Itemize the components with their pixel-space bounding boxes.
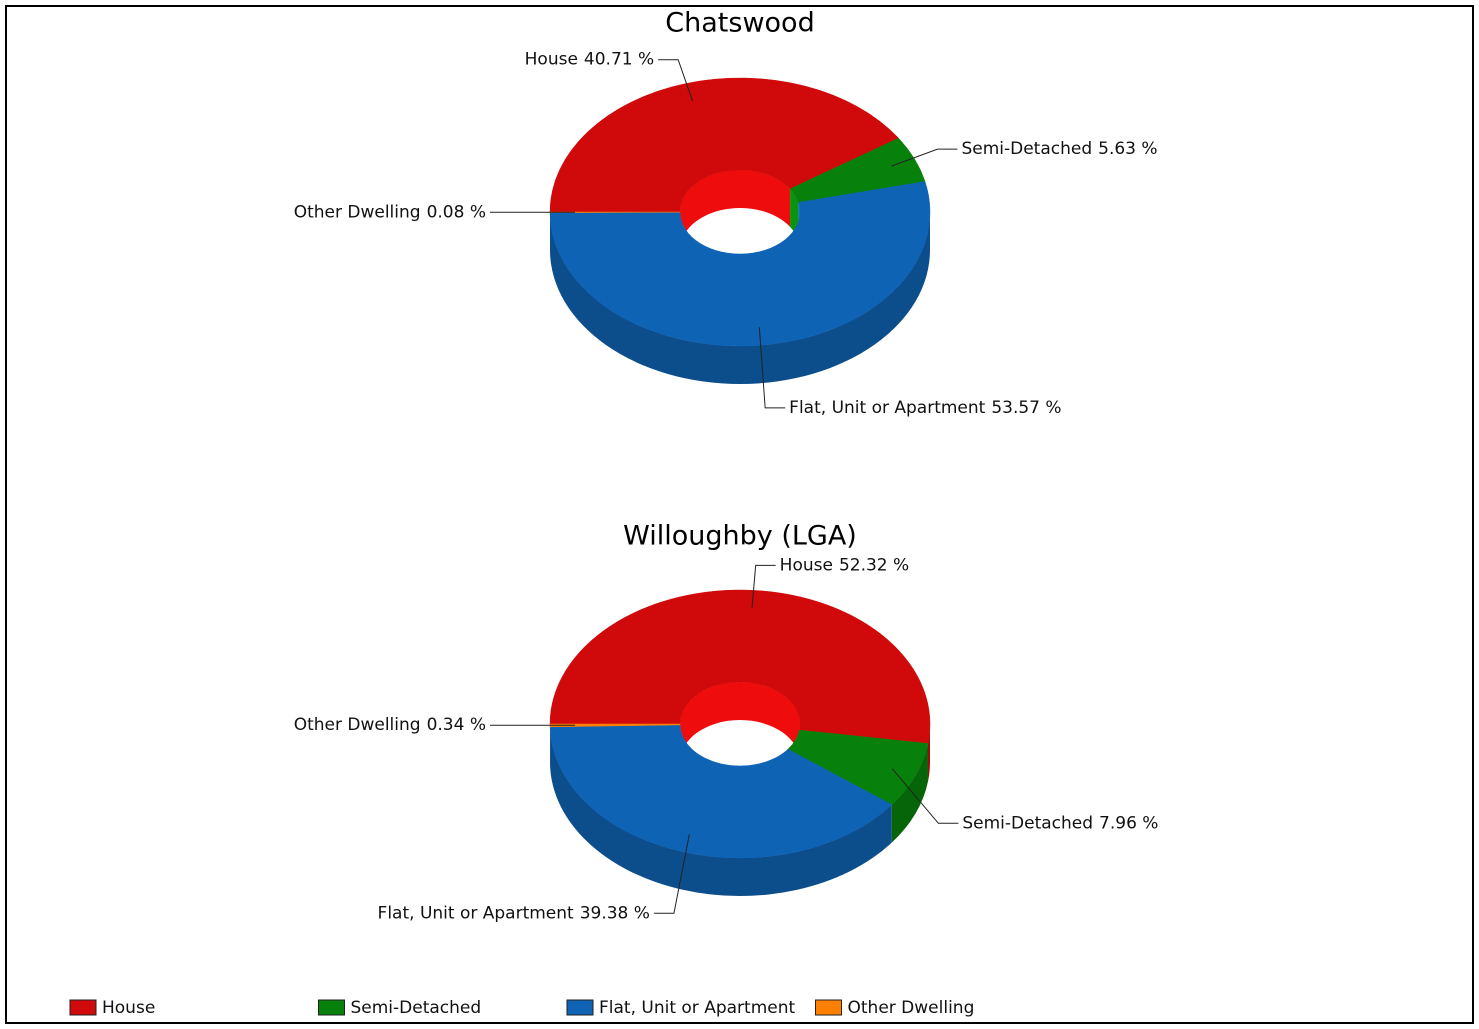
data-label-value: 40.71 % — [584, 50, 654, 70]
data-label-category: House — [525, 50, 578, 70]
slice — [549, 181, 931, 347]
data-label-value: 7.96 % — [1099, 813, 1158, 833]
data-label: House 40.71 % — [525, 50, 655, 70]
leader-line — [891, 768, 959, 824]
legend-label: Semi-Detached — [351, 998, 482, 1018]
data-label-category: Flat, Unit or Apartment — [789, 398, 985, 418]
chart-title: Willoughby (LGA) — [623, 521, 857, 552]
legend: House Semi-Detached Flat, Unit or Apartmen… — [69, 998, 975, 1018]
data-label: Flat, Unit or Apartment 39.38 % — [378, 903, 650, 923]
slice-side — [927, 724, 931, 782]
slice-side — [550, 726, 892, 897]
data-label: House 52.32 % — [780, 555, 910, 575]
slice-side — [891, 743, 928, 843]
leader-line — [751, 564, 776, 609]
legend-swatch — [318, 999, 345, 1016]
slice — [549, 77, 899, 213]
slice — [549, 723, 681, 728]
data-label-value: 52.32 % — [839, 555, 909, 575]
data-label: Flat, Unit or Apartment 53.57 % — [789, 398, 1061, 418]
leader-line — [658, 59, 694, 102]
donut-top — [549, 77, 931, 347]
data-label-value: 0.08 % — [427, 202, 486, 222]
legend-label: House — [102, 998, 155, 1018]
data-label-category: Flat, Unit or Apartment — [378, 903, 574, 923]
data-label: Semi-Detached 7.96 % — [962, 813, 1158, 833]
data-label-category: Other Dwelling — [294, 202, 421, 222]
data-label-value: 53.57 % — [991, 398, 1061, 418]
donut-sides — [550, 724, 931, 897]
legend-swatch — [69, 999, 97, 1016]
slice — [549, 724, 893, 859]
leader-line — [758, 327, 786, 409]
slice-inner-wall — [680, 682, 800, 762]
data-label-value: 0.34 % — [427, 715, 486, 735]
data-label-value: 39.38 % — [580, 903, 650, 923]
data-label: Other Dwelling 0.08 % — [294, 202, 486, 222]
legend-swatch — [566, 999, 594, 1016]
slice-side — [550, 212, 930, 385]
slice — [549, 589, 931, 744]
legend-swatch — [815, 999, 842, 1016]
donut-labels: House 52.32 % Semi-Detached 7.96 % Flat, Uni… — [294, 555, 1159, 923]
data-label-category: Semi-Detached — [962, 813, 1093, 833]
data-label-category: House — [780, 555, 833, 575]
chart-title: Chatswood — [665, 8, 814, 39]
donut-top — [549, 589, 931, 859]
donut-inner-wall — [680, 682, 800, 762]
leader-line — [653, 834, 690, 914]
slice-inner-wall — [680, 170, 791, 250]
legend-label: Other Dwelling — [848, 998, 975, 1018]
legend-label: Flat, Unit or Apartment — [599, 998, 795, 1018]
leader-line — [891, 148, 958, 167]
data-label-category: Other Dwelling — [294, 715, 421, 735]
donut-sides — [550, 212, 930, 385]
data-label-category: Semi-Detached — [961, 139, 1092, 159]
data-label-value: 5.63 % — [1098, 139, 1157, 159]
data-label: Semi-Detached 5.63 % — [961, 139, 1157, 159]
data-label: Other Dwelling 0.34 % — [294, 715, 486, 735]
donut-labels: House 40.71 % Semi-Detached 5.63 % Flat, Uni… — [294, 50, 1158, 418]
